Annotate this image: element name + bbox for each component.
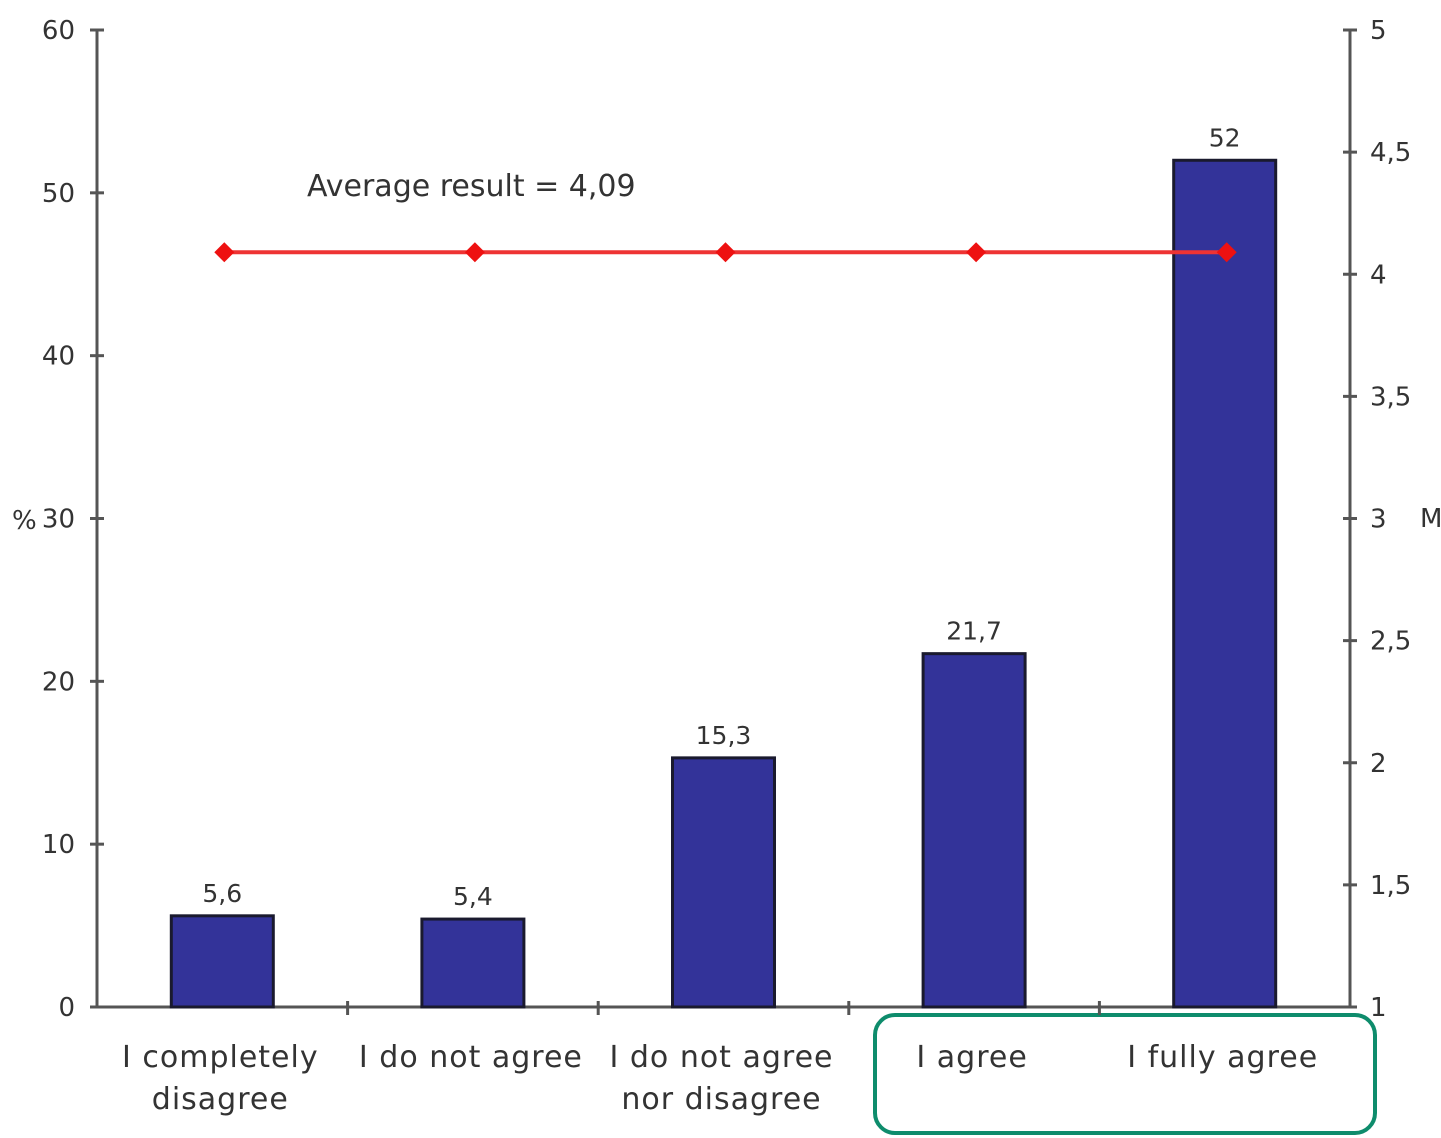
average-marker bbox=[1216, 242, 1237, 263]
bar bbox=[420, 917, 526, 1009]
y2-axis-title: M bbox=[1420, 504, 1441, 534]
y-tick-label: 20 bbox=[42, 667, 75, 697]
x-category-label: I fully agree bbox=[1127, 1040, 1318, 1075]
highlight-layer bbox=[873, 1013, 1377, 1135]
y-tick-label: 40 bbox=[42, 342, 75, 372]
y2-tick-label: 3 bbox=[1370, 505, 1387, 535]
average-marker bbox=[715, 242, 736, 263]
x-category-label: I do not agree bbox=[359, 1040, 583, 1075]
y-tick-label: 50 bbox=[42, 179, 75, 209]
x-category-label: disagree bbox=[152, 1082, 289, 1117]
x-category-label: I do not agree bbox=[610, 1040, 834, 1075]
bar bbox=[1172, 158, 1278, 1009]
y-tick-label: 10 bbox=[42, 830, 75, 860]
bar bbox=[921, 652, 1027, 1009]
average-marker bbox=[966, 242, 987, 263]
y-axis-title: % bbox=[12, 506, 37, 536]
y-tick-label: 30 bbox=[42, 505, 75, 535]
y2-tick-label: 4 bbox=[1370, 260, 1387, 290]
y2-tick-label: 3,5 bbox=[1370, 382, 1411, 412]
average-marker bbox=[214, 242, 235, 263]
bar-value-label: 5,6 bbox=[202, 879, 242, 908]
bar-value-label: 52 bbox=[1209, 123, 1241, 152]
bar-value-label: 15,3 bbox=[696, 721, 752, 750]
average-line-layer bbox=[214, 242, 1237, 263]
bar-value-label: 5,4 bbox=[453, 882, 493, 911]
highlight-box bbox=[873, 1013, 1377, 1135]
y-tick-label: 60 bbox=[42, 16, 75, 46]
bar bbox=[169, 914, 275, 1009]
bar bbox=[671, 756, 776, 1009]
x-category-label: I completely bbox=[122, 1040, 319, 1075]
x-category-label: nor disagree bbox=[621, 1082, 821, 1117]
y-tick-label: 0 bbox=[58, 993, 75, 1023]
labels-layer: 0 10 20 30 40 50 60 1 1,5 2 2,5 3 3,5 4 4,5 5% M 5,6 5,4 15… bbox=[12, 16, 1441, 1117]
bars-layer bbox=[169, 158, 1278, 1009]
y2-tick-label: 1 bbox=[1370, 993, 1387, 1023]
x-category-label: I agree bbox=[916, 1040, 1027, 1075]
y2-tick-label: 1,5 bbox=[1370, 871, 1411, 901]
average-annotation: Average result = 4,09 bbox=[307, 169, 636, 204]
bar-value-label: 21,7 bbox=[946, 617, 1002, 646]
y2-tick-label: 2,5 bbox=[1370, 627, 1411, 657]
y2-tick-label: 5 bbox=[1370, 16, 1387, 46]
average-marker bbox=[464, 242, 485, 263]
y2-tick-label: 2 bbox=[1370, 749, 1387, 779]
y2-tick-label: 4,5 bbox=[1370, 138, 1411, 168]
